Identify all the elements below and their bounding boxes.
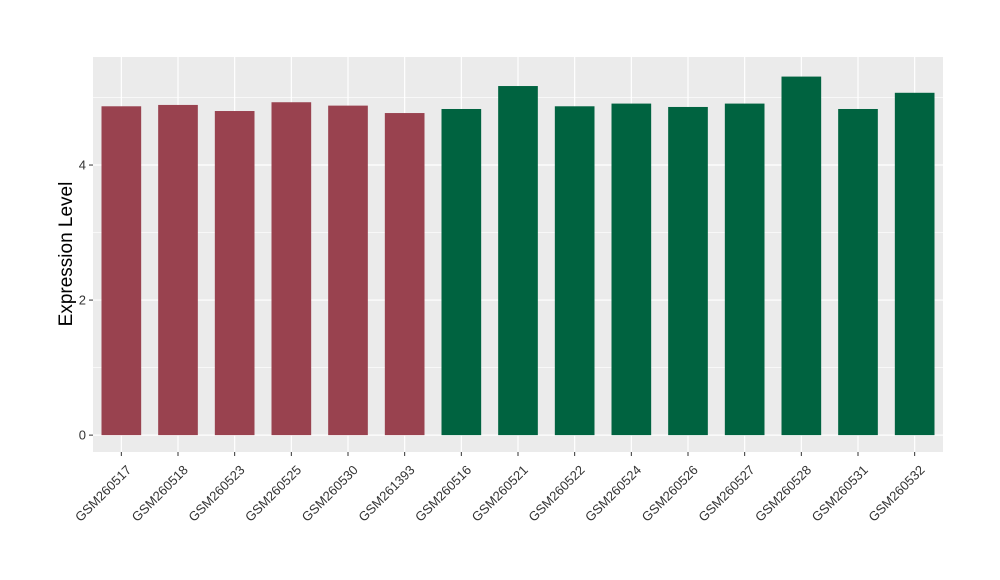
x-tick-label-GSM260524: GSM260524 xyxy=(582,462,644,524)
x-tick-label-GSM260530: GSM260530 xyxy=(299,462,361,524)
y-axis-title: Expression Level xyxy=(56,182,77,327)
bar-GSM260517 xyxy=(101,106,142,436)
bar-GSM260526 xyxy=(668,106,708,436)
x-tick-label-GSM261393: GSM261393 xyxy=(355,462,417,524)
bar-GSM260530 xyxy=(328,105,368,436)
bar-GSM260516 xyxy=(441,108,482,436)
x-axis: GSM260517GSM260518GSM260523GSM260525GSM2… xyxy=(72,452,928,525)
x-tick-label-GSM260525: GSM260525 xyxy=(242,462,304,524)
bar-GSM260521 xyxy=(498,86,538,436)
x-tick-label-GSM260528: GSM260528 xyxy=(752,462,814,524)
x-tick-label-GSM260523: GSM260523 xyxy=(185,462,247,524)
bar-GSM260527 xyxy=(724,103,765,436)
bar-GSM260522 xyxy=(554,106,595,436)
bar-GSM260528 xyxy=(781,76,822,436)
x-tick-label-GSM260532: GSM260532 xyxy=(865,462,927,524)
bars xyxy=(101,76,935,436)
bar-GSM260531 xyxy=(838,108,878,436)
y-tick-label: 2 xyxy=(79,293,86,308)
bar-GSM261393 xyxy=(384,113,425,436)
x-tick-label-GSM260516: GSM260516 xyxy=(412,462,474,524)
x-tick-label-GSM260521: GSM260521 xyxy=(469,462,531,524)
bar-GSM260525 xyxy=(271,102,312,436)
x-tick-label-GSM260527: GSM260527 xyxy=(695,462,757,524)
x-tick-label-GSM260517: GSM260517 xyxy=(72,462,134,524)
x-tick-label-GSM260526: GSM260526 xyxy=(639,462,701,524)
bar-GSM260524 xyxy=(611,103,652,436)
x-tick-label-GSM260522: GSM260522 xyxy=(525,462,587,524)
y-tick-label: 4 xyxy=(79,158,86,173)
bar-GSM260532 xyxy=(894,92,935,436)
y-tick-label: 0 xyxy=(79,428,86,443)
bar-GSM260523 xyxy=(214,111,255,436)
x-tick-label-GSM260531: GSM260531 xyxy=(809,462,871,524)
x-tick-label-GSM260518: GSM260518 xyxy=(129,462,191,524)
bar-GSM260518 xyxy=(158,104,198,436)
y-axis: 0 2 4 xyxy=(79,158,93,443)
